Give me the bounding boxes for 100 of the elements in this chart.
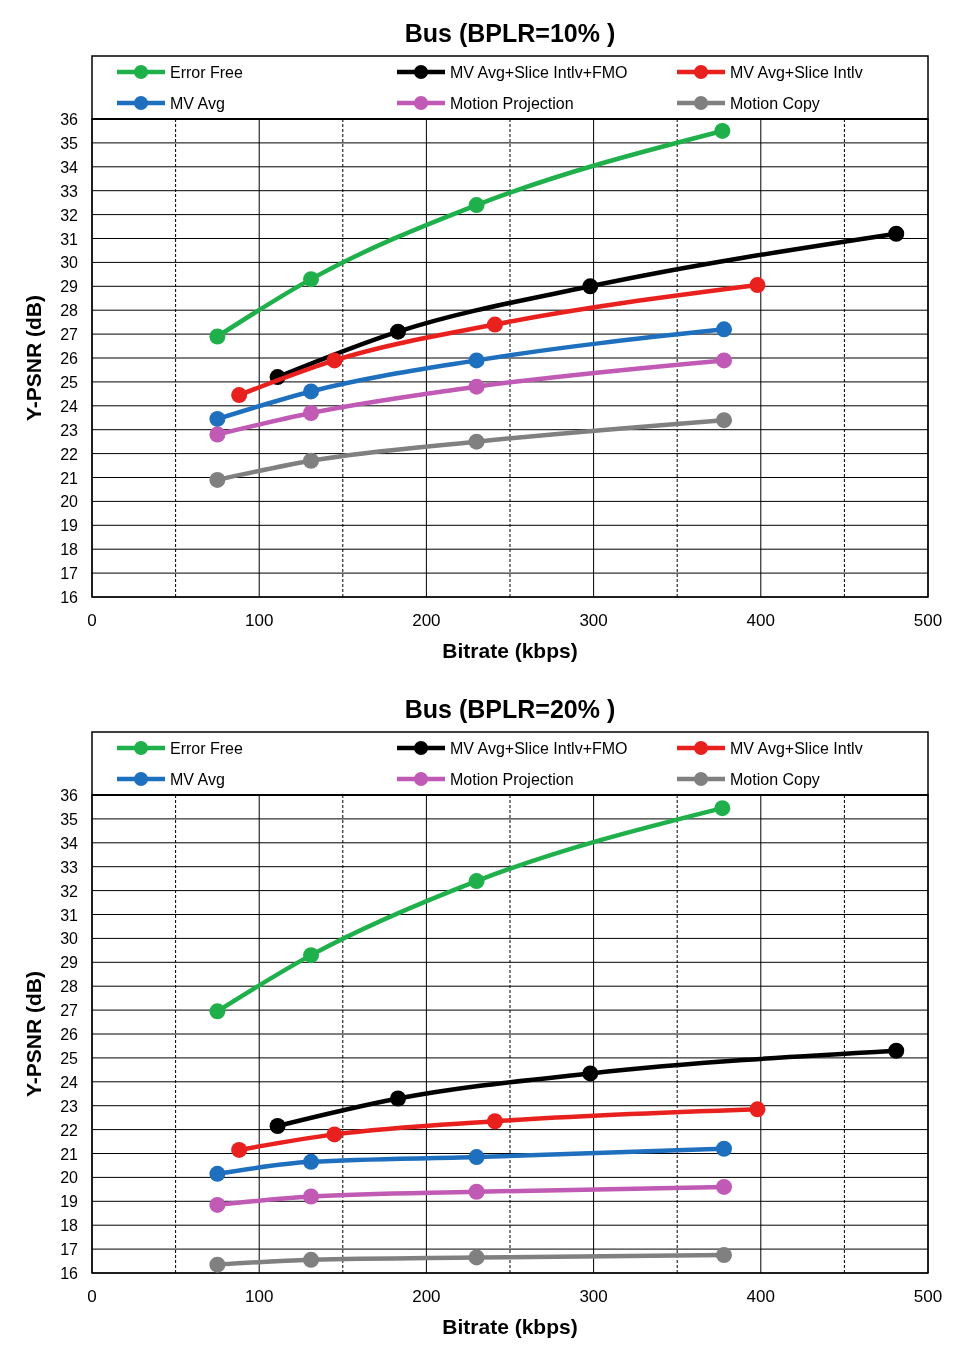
point [303,947,320,964]
y-tick-label: 19 [60,517,79,535]
y-tick-label: 18 [60,1217,79,1235]
point [326,352,343,369]
point [303,1251,320,1268]
point [209,471,226,488]
y-tick-label: 19 [60,1193,79,1211]
point [303,404,320,421]
point [303,271,320,288]
y-tick-label: 16 [60,589,79,606]
legend-label: MV Avg+Slice Intlv+FMO [450,64,628,81]
y-tick-label: 22 [60,1121,79,1139]
point [582,1065,599,1082]
point [209,1165,226,1182]
y-tick-label: 17 [60,1241,79,1259]
y-tick-label: 20 [60,493,79,511]
y-tick-label: 31 [60,906,79,924]
y-tick-label: 31 [60,230,79,248]
point [486,316,503,333]
point [468,1249,485,1266]
y-tick-label: 32 [60,882,79,900]
point [486,1113,503,1130]
x-tick-label: 100 [245,1287,274,1306]
legend-label: Motion Copy [730,95,820,112]
point [303,383,320,400]
x-axis-title: Bitrate (kbps) [442,1315,578,1338]
y-tick-label: 27 [60,1002,79,1020]
x-tick-label: 0 [87,611,97,630]
y-tick-label: 30 [60,930,79,948]
y-tick-label: 21 [60,469,79,487]
y-axis-title: Y-PSNR (dB) [22,971,45,1097]
point [888,225,905,242]
legend-label: Error Free [170,64,243,81]
point [468,1183,485,1200]
x-tick-label: 100 [245,611,274,630]
point [209,328,226,345]
point [716,352,733,369]
point [231,1141,248,1158]
x-tick-label: 400 [746,1287,775,1306]
y-tick-label: 26 [60,1026,79,1043]
point [714,800,731,817]
y-axis-title: Y-PSNR (dB) [22,295,45,421]
y-tick-label: 20 [60,1169,79,1187]
x-tick-label: 200 [412,611,441,630]
point [209,410,226,427]
y-tick-label: 26 [60,350,79,367]
y-tick-label: 24 [60,1073,79,1091]
chart-title: Bus (BPLR=20% ) [404,695,616,723]
y-tick-label: 28 [60,302,79,320]
point [714,122,731,139]
y-tick-label: 18 [60,541,79,559]
point [888,1042,905,1059]
point [716,321,733,338]
y-tick-label: 34 [60,158,79,176]
x-tick-label: 500 [913,1287,943,1306]
point [303,1153,320,1170]
y-tick-label: 17 [60,565,79,583]
y-tick-label: 16 [60,1265,79,1282]
legend-label: Error Free [170,740,243,757]
legend-label: MV Avg+Slice Intlv [730,64,863,81]
y-tick-label: 22 [60,445,79,463]
legend-label: Motion Projection [450,95,574,112]
point [468,1149,485,1166]
y-tick-label: 23 [60,1097,79,1115]
y-tick-label: 28 [60,978,79,996]
y-tick-label: 25 [60,373,79,391]
legend-label: MV Avg+Slice Intlv [730,740,863,757]
y-tick-label: 34 [60,834,79,852]
legend-label: MV Avg [170,771,225,788]
y-tick-label: 27 [60,326,79,344]
point [716,1140,733,1157]
legend-label: Motion Copy [730,771,820,788]
x-tick-label: 0 [87,1287,97,1306]
point [468,352,485,369]
point [468,433,485,450]
point [716,1178,733,1195]
point [582,278,599,295]
legend-label: MV Avg [170,95,225,112]
point [389,323,406,340]
chart-title: Bus (BPLR=10% ) [404,19,616,47]
point [209,1196,226,1213]
point [303,1188,320,1205]
point [209,426,226,443]
point [468,197,485,214]
point [326,1126,343,1143]
x-tick-label: 300 [579,611,608,630]
x-tick-label: 300 [579,1287,608,1306]
legend-label: Motion Projection [450,771,574,788]
point [209,1256,226,1273]
point [269,1118,286,1135]
y-tick-label: 29 [60,278,79,296]
y-tick-label: 32 [60,206,79,224]
y-tick-label: 23 [60,421,79,439]
point [231,387,248,404]
y-tick-label: 33 [60,182,79,200]
y-tick-label: 36 [60,111,79,128]
y-tick-label: 33 [60,858,79,876]
point [716,412,733,429]
x-tick-label: 200 [412,1287,441,1306]
point [303,452,320,469]
